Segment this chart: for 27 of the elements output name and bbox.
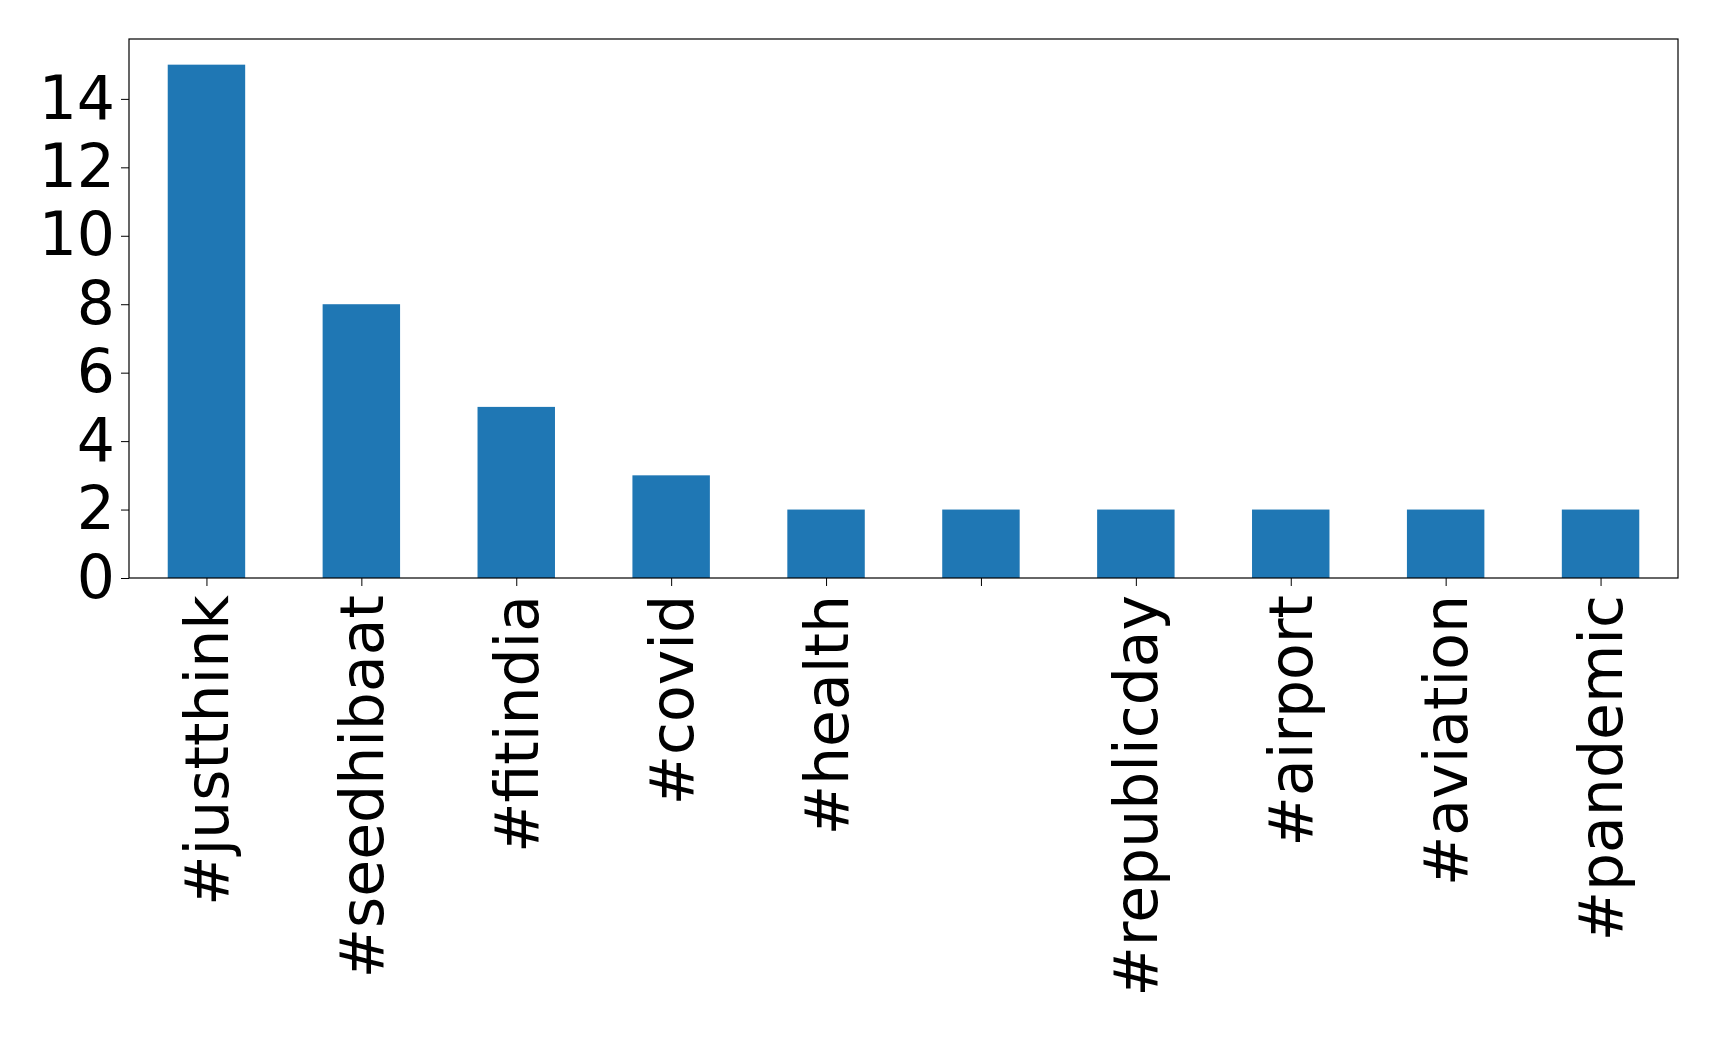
- bar: [1406, 509, 1485, 578]
- x-tick-label: #airport: [1256, 595, 1327, 847]
- y-tick-label: 8: [76, 267, 115, 338]
- x-tick-label: #justthink: [171, 594, 242, 906]
- x-tick-label: #fitindia: [481, 595, 552, 853]
- y-tick-label: 4: [76, 404, 115, 475]
- bar: [167, 64, 246, 578]
- bar: [1252, 509, 1330, 578]
- bar: [1097, 509, 1175, 578]
- y-tick-label: 0: [76, 541, 115, 612]
- x-tick-label: #seedhibaat: [326, 595, 397, 979]
- y-tick-label: 10: [38, 199, 115, 270]
- bar: [322, 304, 401, 578]
- bar: [1561, 509, 1640, 578]
- x-tick-label: #covid: [636, 595, 707, 806]
- y-tick-label: 6: [76, 336, 115, 407]
- bar: [477, 406, 555, 578]
- y-tick-label: 14: [38, 62, 115, 133]
- bar: [787, 509, 865, 578]
- bar: [942, 509, 1020, 578]
- x-tick-label: #pandemic: [1566, 595, 1637, 942]
- x-tick-label: #republicday: [1101, 595, 1172, 997]
- bar: [632, 475, 710, 578]
- x-tick-label: #health: [791, 595, 862, 836]
- y-tick-label: 12: [38, 131, 115, 202]
- y-tick-label: 2: [76, 473, 115, 544]
- x-tick-label: #aviation: [1411, 595, 1482, 886]
